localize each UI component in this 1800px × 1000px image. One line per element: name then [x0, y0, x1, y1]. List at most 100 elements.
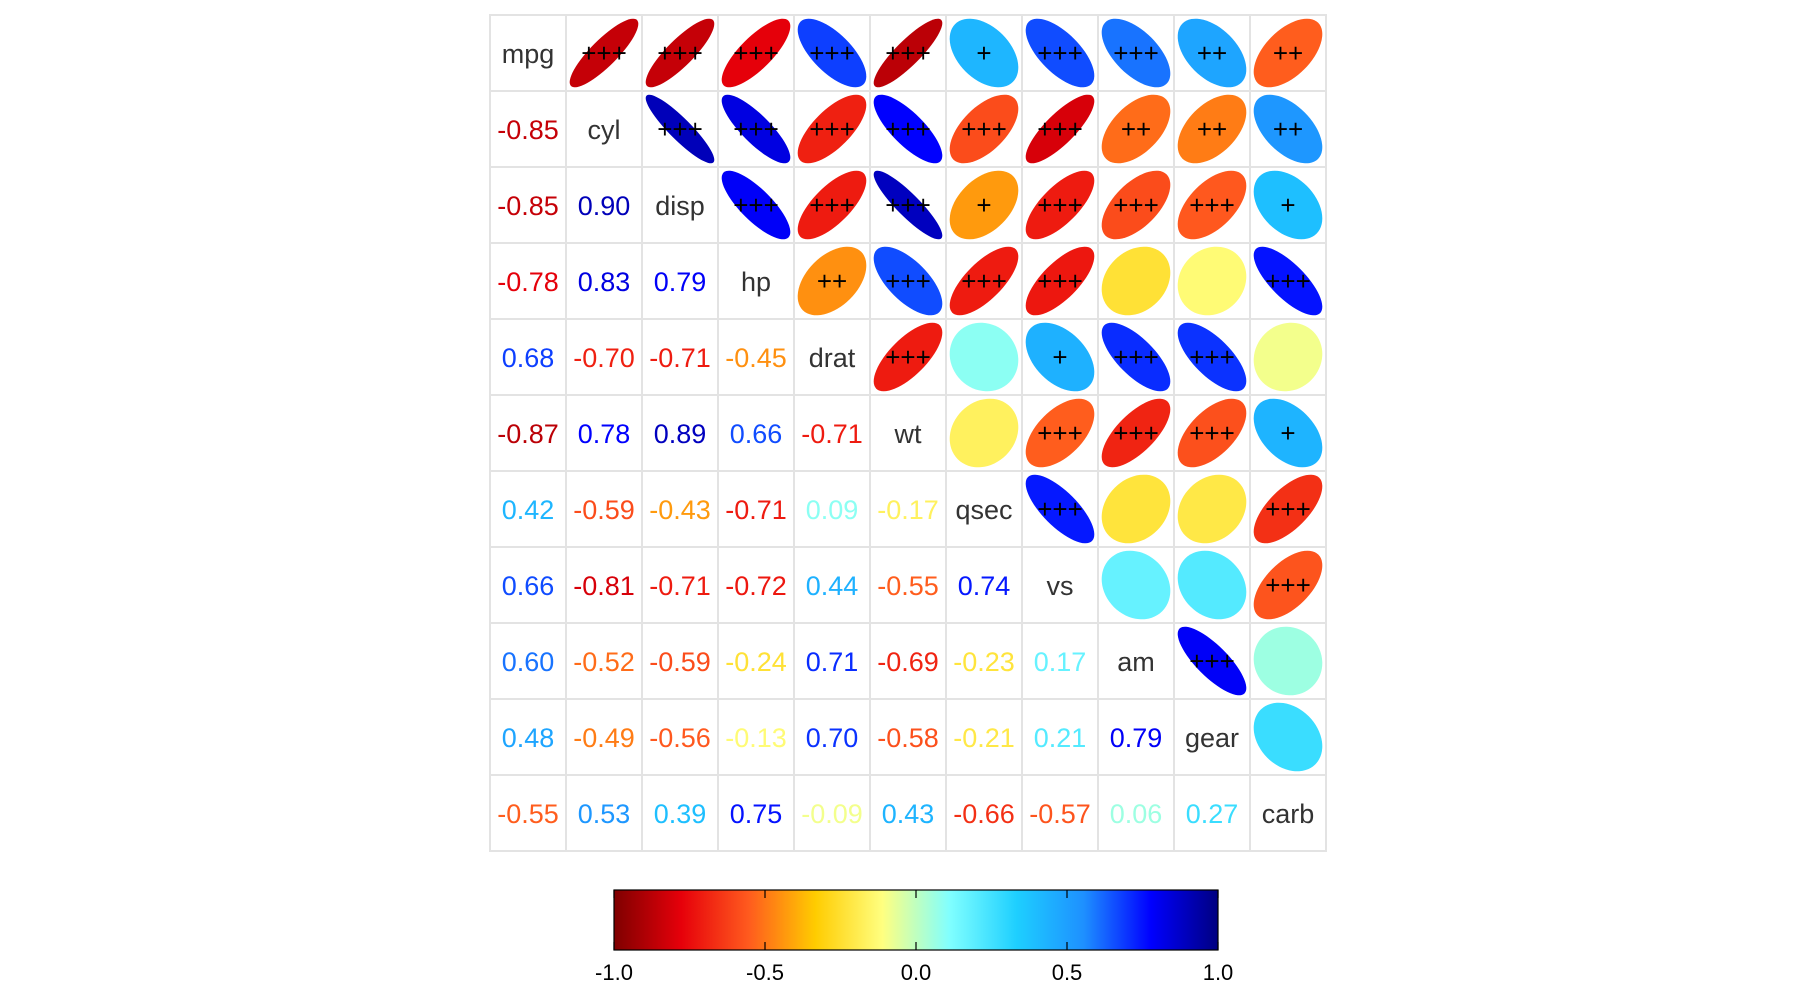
- diagonal-label: qsec: [955, 495, 1012, 525]
- diagonal-label: am: [1117, 647, 1155, 677]
- correlation-ellipse: [721, 94, 791, 164]
- correlation-value: 0.66: [730, 419, 783, 449]
- colorbar-tick-label: 0.5: [1052, 960, 1083, 985]
- significance-mark: +++: [885, 114, 931, 144]
- correlation-ellipse: [1101, 18, 1171, 88]
- correlation-value: 0.60: [502, 647, 555, 677]
- grid-cell: [565, 318, 643, 396]
- correlation-ellipse: [797, 170, 867, 240]
- correlation-value: -0.85: [497, 115, 559, 145]
- colorbar-tick-label: 1.0: [1203, 960, 1234, 985]
- correlation-value: -0.71: [725, 495, 787, 525]
- correlation-ellipse: [645, 94, 715, 164]
- grid-cell: [793, 774, 871, 852]
- significance-mark: +++: [1189, 342, 1235, 372]
- diagonal-label: gear: [1185, 723, 1239, 753]
- correlation-ellipse: [1101, 474, 1171, 544]
- correlation-value: -0.09: [801, 799, 863, 829]
- diagonal-label: mpg: [502, 39, 555, 69]
- correlation-ellipse: [721, 170, 791, 240]
- correlation-ellipse: [873, 18, 943, 88]
- correlation-value: 0.68: [502, 343, 555, 373]
- correlation-ellipse: [1253, 94, 1323, 164]
- correlation-value: 0.66: [502, 571, 555, 601]
- grid-cell: [945, 622, 1023, 700]
- correlation-value: 0.27: [1186, 799, 1239, 829]
- correlation-value: -0.59: [573, 495, 635, 525]
- correlation-ellipse: [1025, 94, 1095, 164]
- significance-mark: ++: [1273, 38, 1303, 68]
- correlation-value: 0.74: [958, 571, 1011, 601]
- grid-cell: [869, 774, 947, 852]
- correlation-value: 0.42: [502, 495, 555, 525]
- significance-mark: +++: [961, 266, 1007, 296]
- correlation-value: -0.23: [953, 647, 1015, 677]
- grid-cell: [489, 622, 567, 700]
- significance-mark: +++: [581, 38, 627, 68]
- correlation-value: -0.71: [801, 419, 863, 449]
- correlation-value: -0.78: [497, 267, 559, 297]
- correlation-ellipse: [1177, 626, 1247, 696]
- grid-cell: [641, 318, 719, 396]
- correlation-value: 0.78: [578, 419, 631, 449]
- grid-cell: [489, 14, 567, 92]
- diagonal-label: drat: [809, 343, 856, 373]
- grid-cell: [489, 394, 567, 472]
- correlation-ellipse: [949, 246, 1019, 316]
- significance-mark: +: [1280, 190, 1295, 220]
- correlation-value: -0.87: [497, 419, 559, 449]
- correlation-ellipse: [1177, 550, 1247, 620]
- correlation-ellipse: [1253, 18, 1323, 88]
- correlation-value: -0.13: [725, 723, 787, 753]
- correlation-ellipse: [1253, 702, 1323, 772]
- significance-mark: +++: [1265, 266, 1311, 296]
- correlation-value: -0.57: [1029, 799, 1091, 829]
- significance-mark: +++: [733, 114, 779, 144]
- correlation-ellipse: [949, 170, 1019, 240]
- diagonal-label: disp: [655, 191, 705, 221]
- correlation-value: -0.21: [953, 723, 1015, 753]
- grid-cell: [641, 622, 719, 700]
- grid-cell: [869, 698, 947, 776]
- diagonal-label: vs: [1047, 571, 1074, 601]
- correlation-ellipse: [569, 18, 639, 88]
- correlation-value: -0.24: [725, 647, 787, 677]
- significance-mark: +: [1280, 418, 1295, 448]
- correlation-value: -0.58: [877, 723, 939, 753]
- correlation-ellipse: [1177, 246, 1247, 316]
- grid-cell: [489, 546, 567, 624]
- correlation-ellipse: [1025, 398, 1095, 468]
- correlation-value: -0.81: [573, 571, 635, 601]
- grid-cell: [1249, 774, 1327, 852]
- diagonal-label: hp: [741, 267, 771, 297]
- correlation-value: 0.48: [502, 723, 555, 753]
- correlation-value: 0.17: [1034, 647, 1087, 677]
- correlation-value: 0.83: [578, 267, 631, 297]
- significance-mark: +++: [1037, 494, 1083, 524]
- correlation-ellipse: [797, 246, 867, 316]
- grid-cell: [641, 470, 719, 548]
- grid-cell: [717, 242, 795, 320]
- grid-cell: [793, 318, 871, 396]
- correlation-ellipse: [873, 170, 943, 240]
- significance-mark: +++: [809, 114, 855, 144]
- significance-mark: +++: [1189, 646, 1235, 676]
- correlation-ellipse: [1177, 398, 1247, 468]
- grid-cell: [945, 470, 1023, 548]
- grid-cell: [1021, 546, 1099, 624]
- correlation-value: 0.43: [882, 799, 935, 829]
- significance-mark: +++: [1037, 266, 1083, 296]
- correlation-ellipse: [1177, 322, 1247, 392]
- correlation-value: -0.55: [497, 799, 559, 829]
- grid-cell: [1021, 698, 1099, 776]
- correlation-ellipse: [1177, 170, 1247, 240]
- colorbar-tick-label: -1.0: [595, 960, 633, 985]
- correlation-value: 0.09: [806, 495, 859, 525]
- correlation-ellipse: [1253, 550, 1323, 620]
- significance-mark: +: [976, 190, 991, 220]
- significance-mark: ++: [817, 266, 847, 296]
- significance-mark: +++: [1113, 38, 1159, 68]
- grid-cell: [489, 774, 567, 852]
- grid-cell: [1021, 622, 1099, 700]
